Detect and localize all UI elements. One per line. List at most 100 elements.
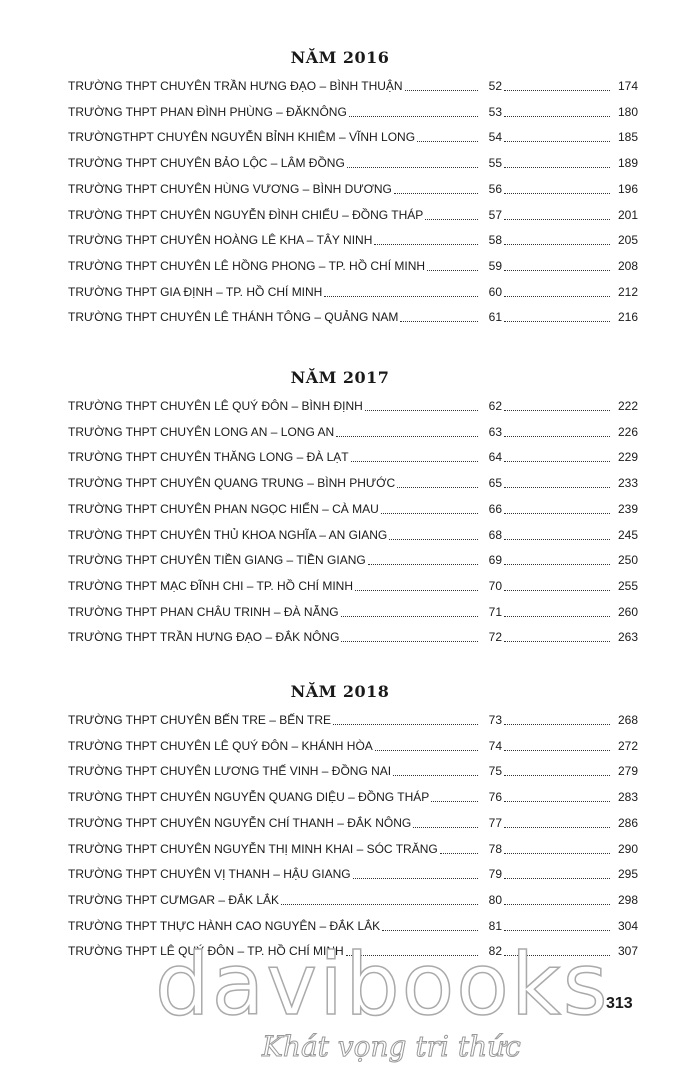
entry-number: 79 xyxy=(488,867,502,882)
entry-number: 63 xyxy=(488,424,502,439)
entry-page: 298 xyxy=(617,892,638,907)
entry-number: 60 xyxy=(488,284,502,299)
toc-entry: TRƯỜNGTHPT CHUYÊN NGUYỄN BỈNH KHIÊM – VĨ… xyxy=(68,128,638,146)
school-name: TRƯỜNG THPT CHUYÊN NGUYỄN QUANG DIỆU – Đ… xyxy=(68,790,430,805)
dot-leader xyxy=(431,801,478,803)
dot-leader xyxy=(504,826,610,828)
entry-lead: TRƯỜNG THPT THỰC HÀNH CAO NGUYÊN – ĐẮK L… xyxy=(68,917,480,935)
school-name: TRƯỜNGTHPT CHUYÊN NGUYỄN BỈNH KHIÊM – VĨ… xyxy=(68,130,416,145)
toc-entry: TRƯỜNG THPT CHUYÊN THĂNG LONG – ĐÀ LẠT 64… xyxy=(68,448,638,466)
school-name: TRƯỜNG THPT CHUYÊN LÊ HỒNG PHONG – TP. H… xyxy=(68,258,426,273)
entry-lead: TRƯỜNG THPT CHUYÊN NGUYỄN QUANG DIỆU – Đ… xyxy=(68,788,480,806)
toc-entry: TRƯỜNG THPT CHUYÊN NGUYỄN THỊ MINH KHAI … xyxy=(68,840,638,858)
toc-entry: TRƯỜNG THPT CƯMGAR – ĐẮK LẮK 80 298 xyxy=(68,891,638,909)
entry-page: 260 xyxy=(617,604,638,619)
dot-leader xyxy=(348,115,478,117)
entry-page: 208 xyxy=(617,258,638,273)
entry-number: 58 xyxy=(488,233,502,248)
dot-leader xyxy=(425,218,478,220)
entry-lead: TRƯỜNG THPT CHUYÊN THỦ KHOA NGHĨA – AN G… xyxy=(68,526,480,544)
entry-lead: TRƯỜNG THPT CHUYÊN LÊ THÁNH TÔNG – QUẢNG… xyxy=(68,308,480,326)
dot-leader xyxy=(324,295,478,297)
entry-page: 233 xyxy=(617,476,638,491)
dot-leader xyxy=(504,410,610,411)
school-name: TRƯỜNG THPT CHUYÊN THỦ KHOA NGHĨA – AN G… xyxy=(68,527,388,542)
dot-leader xyxy=(333,724,478,725)
toc-entry: TRƯỜNG THPT CHUYÊN HOÀNG LÊ KHA – TÂY NI… xyxy=(68,231,638,249)
entry-page: 295 xyxy=(617,867,638,882)
dot-leader xyxy=(504,244,610,246)
entry-number: 75 xyxy=(488,764,502,779)
entry-page: 189 xyxy=(617,156,638,171)
entry-number: 69 xyxy=(488,553,502,568)
entry-lead: TRƯỜNG THPT CHUYÊN LÊ QUÝ ĐÔN – KHÁNH HÒ… xyxy=(68,737,480,755)
entry-lead: TRƯỜNG THPT CHUYÊN VỊ THANH – HẬU GIANG xyxy=(68,865,480,883)
entry-number: 81 xyxy=(488,918,502,933)
toc-entry: TRƯỜNG THPT MẠC ĐĨNH CHI – TP. HỒ CHÍ MI… xyxy=(68,577,638,595)
entry-page: 180 xyxy=(617,104,638,119)
entry-page: 226 xyxy=(617,424,638,439)
entry-number: 52 xyxy=(488,79,502,93)
entry-lead: TRƯỜNG THPT PHAN CHÂU TRINH – ĐÀ NẴNG xyxy=(68,603,480,621)
school-name: TRƯỜNG THPT TRẦN HƯNG ĐẠO – ĐẮK NÔNG xyxy=(68,630,340,645)
entry-lead: TRƯỜNG THPT CƯMGAR – ĐẮK LẮK xyxy=(68,891,480,909)
dot-leader xyxy=(504,141,610,143)
dot-leader xyxy=(504,775,610,777)
dot-leader xyxy=(374,244,478,246)
dot-leader xyxy=(397,487,478,489)
entry-page: 201 xyxy=(617,207,638,222)
entry-lead: TRƯỜNG THPT LÊ QUÝ ĐÔN – TP. HỒ CHÍ MINH xyxy=(68,942,480,960)
dot-leader xyxy=(504,115,610,117)
entry-page: 286 xyxy=(617,815,638,830)
dot-leader xyxy=(400,321,478,323)
entry-number: 72 xyxy=(488,630,502,645)
entry-lead: TRƯỜNG THPT PHAN ĐÌNH PHÙNG – ĐĂKNÔNG xyxy=(68,103,480,121)
toc-entry: TRƯỜNG THPT TRẦN HƯNG ĐẠO – ĐẮK NÔNG 72 26… xyxy=(68,628,638,646)
entry-lead: TRƯỜNG THPT GIA ĐỊNH – TP. HỒ CHÍ MINH xyxy=(68,283,480,301)
dot-leader xyxy=(393,192,478,194)
toc-entry: TRƯỜNG THPT CHUYÊN NGUYỄN QUANG DIỆU – Đ… xyxy=(68,788,638,806)
entry-number: 74 xyxy=(488,738,502,753)
dot-leader xyxy=(504,512,610,514)
entry-lead: TRƯỜNG THPT CHUYÊN LƯƠNG THẾ VINH – ĐỒNG… xyxy=(68,762,480,780)
entry-lead: TRƯỜNG THPT CHUYÊN NGUYỄN CHÍ THANH – ĐẮ… xyxy=(68,814,480,832)
toc-entry: TRƯỜNG THPT CHUYÊN LÊ THÁNH TÔNG – QUẢNG… xyxy=(68,308,638,326)
entry-number: 54 xyxy=(488,130,502,145)
entry-number: 62 xyxy=(488,399,502,413)
entry-number: 65 xyxy=(488,476,502,491)
dot-leader xyxy=(504,878,610,880)
entry-lead: TRƯỜNG THPT CHUYÊN LONG AN – LONG AN xyxy=(68,423,480,441)
dot-leader xyxy=(374,749,478,751)
school-name: TRƯỜNG THPT CHUYÊN TRẦN HƯNG ĐẠO – BÌNH … xyxy=(68,79,403,93)
school-name: TRƯỜNG THPT CHUYÊN LÊ QUÝ ĐÔN – KHÁNH HÒ… xyxy=(68,738,373,753)
entry-lead: TRƯỜNG THPT TRẦN HƯNG ĐẠO – ĐẮK NÔNG xyxy=(68,628,480,646)
dot-leader xyxy=(504,749,610,751)
entry-page: 216 xyxy=(617,310,638,325)
toc-entry: TRƯỜNG THPT CHUYÊN LÊ HỒNG PHONG – TP. H… xyxy=(68,257,638,275)
school-name: TRƯỜNG THPT CHUYÊN LƯƠNG THẾ VINH – ĐỒNG… xyxy=(68,764,392,779)
dot-leader xyxy=(417,141,478,143)
entry-page: 185 xyxy=(617,130,638,145)
dot-leader xyxy=(504,801,610,803)
toc-entry: TRƯỜNG THPT PHAN ĐÌNH PHÙNG – ĐĂKNÔNG 53 1… xyxy=(68,103,638,121)
entry-lead: TRƯỜNG THPT CHUYÊN QUANG TRUNG – BÌNH PH… xyxy=(68,474,480,492)
dot-leader xyxy=(404,90,478,91)
entry-page: 279 xyxy=(617,764,638,779)
school-name: TRƯỜNG THPT CHUYÊN HOÀNG LÊ KHA – TÂY NI… xyxy=(68,233,373,248)
dot-leader xyxy=(352,878,478,880)
dot-leader xyxy=(345,955,478,957)
toc-entry: TRƯỜNG THPT CHUYÊN LƯƠNG THẾ VINH – ĐỒNG… xyxy=(68,762,638,780)
entry-page: 272 xyxy=(617,738,638,753)
dot-leader xyxy=(504,218,610,220)
toc-entry: TRƯỜNG THPT CHUYÊN LONG AN – LONG AN 63 22… xyxy=(68,423,638,441)
dot-leader xyxy=(382,929,478,931)
dot-leader xyxy=(504,90,610,91)
dot-leader xyxy=(380,512,478,514)
entry-number: 78 xyxy=(488,841,502,856)
entry-lead: TRƯỜNG THPT CHUYÊN BẢO LỘC – LÂM ĐỒNG xyxy=(68,154,480,172)
dot-leader xyxy=(340,615,478,617)
section-title: NĂM 2017 xyxy=(290,368,390,387)
entry-lead: TRƯỜNG THPT MẠC ĐĨNH CHI – TP. HỒ CHÍ MI… xyxy=(68,577,480,595)
entry-number: 66 xyxy=(488,501,502,516)
